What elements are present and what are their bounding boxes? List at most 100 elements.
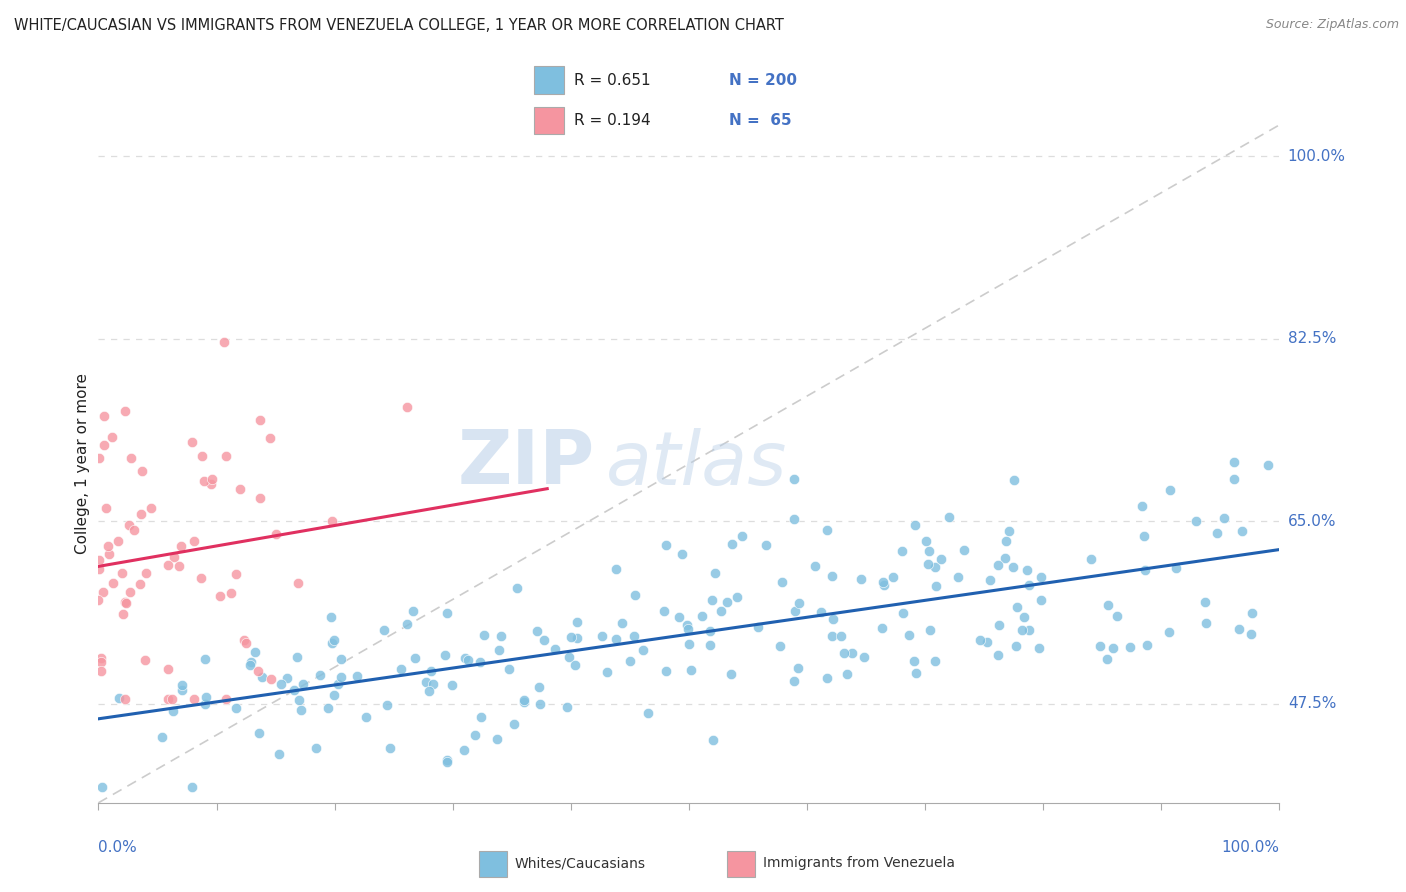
Text: 100.0%: 100.0% (1222, 840, 1279, 855)
Point (915, 533, 938, 548)
Point (619, 654, 641, 668)
Point (1195, 616, 1218, 631)
Point (917, 557, 939, 571)
Point (193, 474, 215, 488)
Point (987, 618, 1010, 632)
Point (671, 547, 693, 561)
Text: 100.0%: 100.0% (1288, 149, 1346, 163)
Point (170, 540, 193, 554)
Point (804, 558, 827, 573)
Point (1028, 640, 1050, 655)
Point (1240, 627, 1263, 641)
Point (221, 585, 243, 599)
Point (512, 692, 534, 706)
Point (118, 585, 141, 599)
Point (699, 624, 721, 638)
Point (891, 606, 914, 620)
Point (134, 653, 156, 667)
Point (1017, 563, 1039, 577)
Point (1223, 472, 1246, 486)
Point (1194, 595, 1216, 609)
Point (354, 710, 377, 724)
Point (544, 642, 567, 657)
Point (183, 691, 205, 706)
Point (89, 451, 111, 466)
Point (323, 688, 346, 702)
FancyBboxPatch shape (727, 851, 755, 877)
Point (655, 538, 678, 552)
Text: atlas: atlas (606, 428, 787, 500)
Point (654, 664, 676, 678)
Point (489, 629, 512, 643)
Point (308, 668, 330, 682)
Point (564, 657, 586, 672)
Point (107, 533, 129, 548)
Text: 65.0%: 65.0% (1288, 514, 1336, 529)
Point (415, 674, 437, 689)
Point (946, 570, 969, 584)
Point (167, 558, 190, 573)
Point (238, 657, 260, 672)
Point (1212, 510, 1234, 524)
Point (235, 636, 257, 650)
Point (122, 523, 145, 537)
Point (905, 665, 928, 680)
Point (815, 523, 838, 537)
Point (380, 741, 402, 756)
Point (1080, 552, 1102, 566)
Text: N =  65: N = 65 (730, 113, 792, 128)
Point (1107, 609, 1129, 624)
Text: 0.0%: 0.0% (98, 840, 138, 855)
Point (979, 574, 1001, 588)
Point (676, 622, 699, 636)
Point (131, 464, 153, 478)
Point (703, 566, 725, 581)
Point (156, 558, 179, 573)
Point (91, 780, 114, 794)
Point (506, 581, 529, 595)
Point (93, 409, 115, 423)
Text: Source: ZipAtlas.com: Source: ZipAtlas.com (1265, 18, 1399, 31)
Point (468, 656, 491, 670)
Point (163, 550, 186, 565)
Point (436, 606, 458, 620)
Point (612, 615, 634, 630)
Point (558, 649, 581, 664)
Point (214, 449, 236, 463)
Point (485, 731, 508, 746)
Point (624, 588, 647, 602)
Point (396, 400, 419, 414)
Point (1018, 578, 1040, 592)
Point (247, 664, 270, 678)
Point (1166, 561, 1188, 575)
Text: 82.5%: 82.5% (1288, 331, 1336, 346)
Point (783, 512, 806, 526)
Point (1005, 599, 1028, 614)
Point (783, 472, 806, 486)
Point (323, 633, 346, 648)
Point (90, 651, 112, 665)
Point (129, 577, 152, 591)
Point (209, 589, 232, 603)
Point (200, 476, 222, 491)
Point (156, 662, 179, 676)
Point (464, 728, 486, 742)
Point (229, 483, 252, 497)
Point (150, 731, 173, 745)
Point (1185, 514, 1208, 528)
Point (699, 638, 721, 652)
Point (652, 604, 675, 618)
Point (474, 628, 496, 642)
Point (872, 574, 894, 589)
Point (1119, 640, 1142, 654)
Text: ZIP: ZIP (457, 427, 595, 500)
Point (87, 562, 110, 576)
Point (904, 518, 927, 533)
Point (93, 437, 115, 451)
Point (111, 607, 134, 621)
Point (1257, 458, 1279, 473)
Point (181, 435, 204, 450)
Point (565, 615, 588, 629)
Point (170, 683, 193, 698)
Point (402, 604, 425, 618)
